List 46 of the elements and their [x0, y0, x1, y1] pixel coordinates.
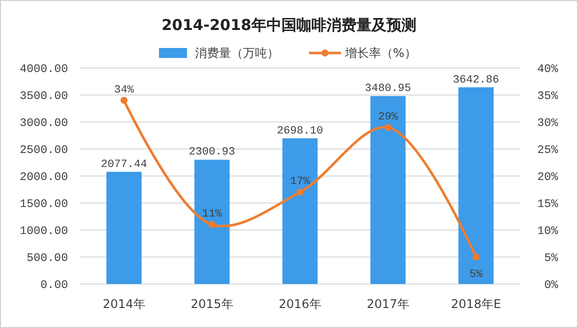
- data-label: 2300.93: [188, 146, 236, 159]
- bar: [106, 172, 142, 284]
- point: [384, 124, 392, 131]
- point: [472, 254, 480, 260]
- bar: [458, 87, 494, 284]
- y-tick-label: 2500.00: [20, 144, 68, 157]
- y2-tick-label: 10%: [537, 225, 558, 238]
- y-tick-label: 1000.00: [20, 225, 68, 238]
- point: [208, 221, 216, 228]
- data-label: 3642.86: [452, 74, 500, 86]
- y-tick-label: 3000.00: [20, 117, 68, 130]
- bar: [282, 138, 318, 284]
- point: [296, 188, 304, 196]
- x-tick-label: 2018年E: [450, 297, 502, 311]
- data-label: 2077.44: [100, 158, 148, 171]
- data-label: 3480.95: [364, 83, 412, 96]
- y2-tick-label: 40%: [537, 63, 558, 76]
- data-label: 11%: [202, 208, 222, 221]
- y2-tick-label: 20%: [537, 171, 558, 184]
- y-tick-label: 3500.00: [20, 90, 68, 103]
- x-tick-label: 2015年: [190, 297, 234, 311]
- data-label: 17%: [290, 176, 310, 188]
- x-tick-label: 2016年: [278, 297, 322, 311]
- y-tick-label: 1500.00: [20, 198, 68, 211]
- legend-label: 消费量（万吨）: [195, 46, 279, 60]
- bar: [370, 96, 406, 284]
- y2-tick-label: 15%: [537, 198, 558, 211]
- y2-tick-label: 5%: [544, 252, 558, 265]
- data-label: 2698.10: [276, 125, 324, 138]
- chart-title: 2014-2018年中国咖啡消费量及预测: [162, 16, 416, 34]
- y-tick-label: 0.00: [40, 279, 68, 292]
- data-label: 29%: [378, 111, 398, 124]
- y2-tick-label: 0%: [544, 279, 558, 292]
- y2-tick-label: 35%: [537, 90, 558, 103]
- data-label: 34%: [114, 84, 134, 96]
- y2-tick-label: 30%: [537, 117, 558, 130]
- legend-label: 增长率（%）: [344, 46, 416, 60]
- y-tick-label: 2000.00: [20, 171, 68, 184]
- x-tick-label: 2014年: [102, 297, 146, 311]
- data-label: 5%: [469, 269, 483, 281]
- y2-tick-label: 25%: [537, 144, 558, 157]
- x-tick-label: 2017年: [366, 297, 410, 311]
- point: [120, 96, 128, 104]
- y-tick-label: 500.00: [26, 252, 68, 265]
- bar: [194, 160, 230, 284]
- y-tick-label: 4000.00: [20, 63, 68, 76]
